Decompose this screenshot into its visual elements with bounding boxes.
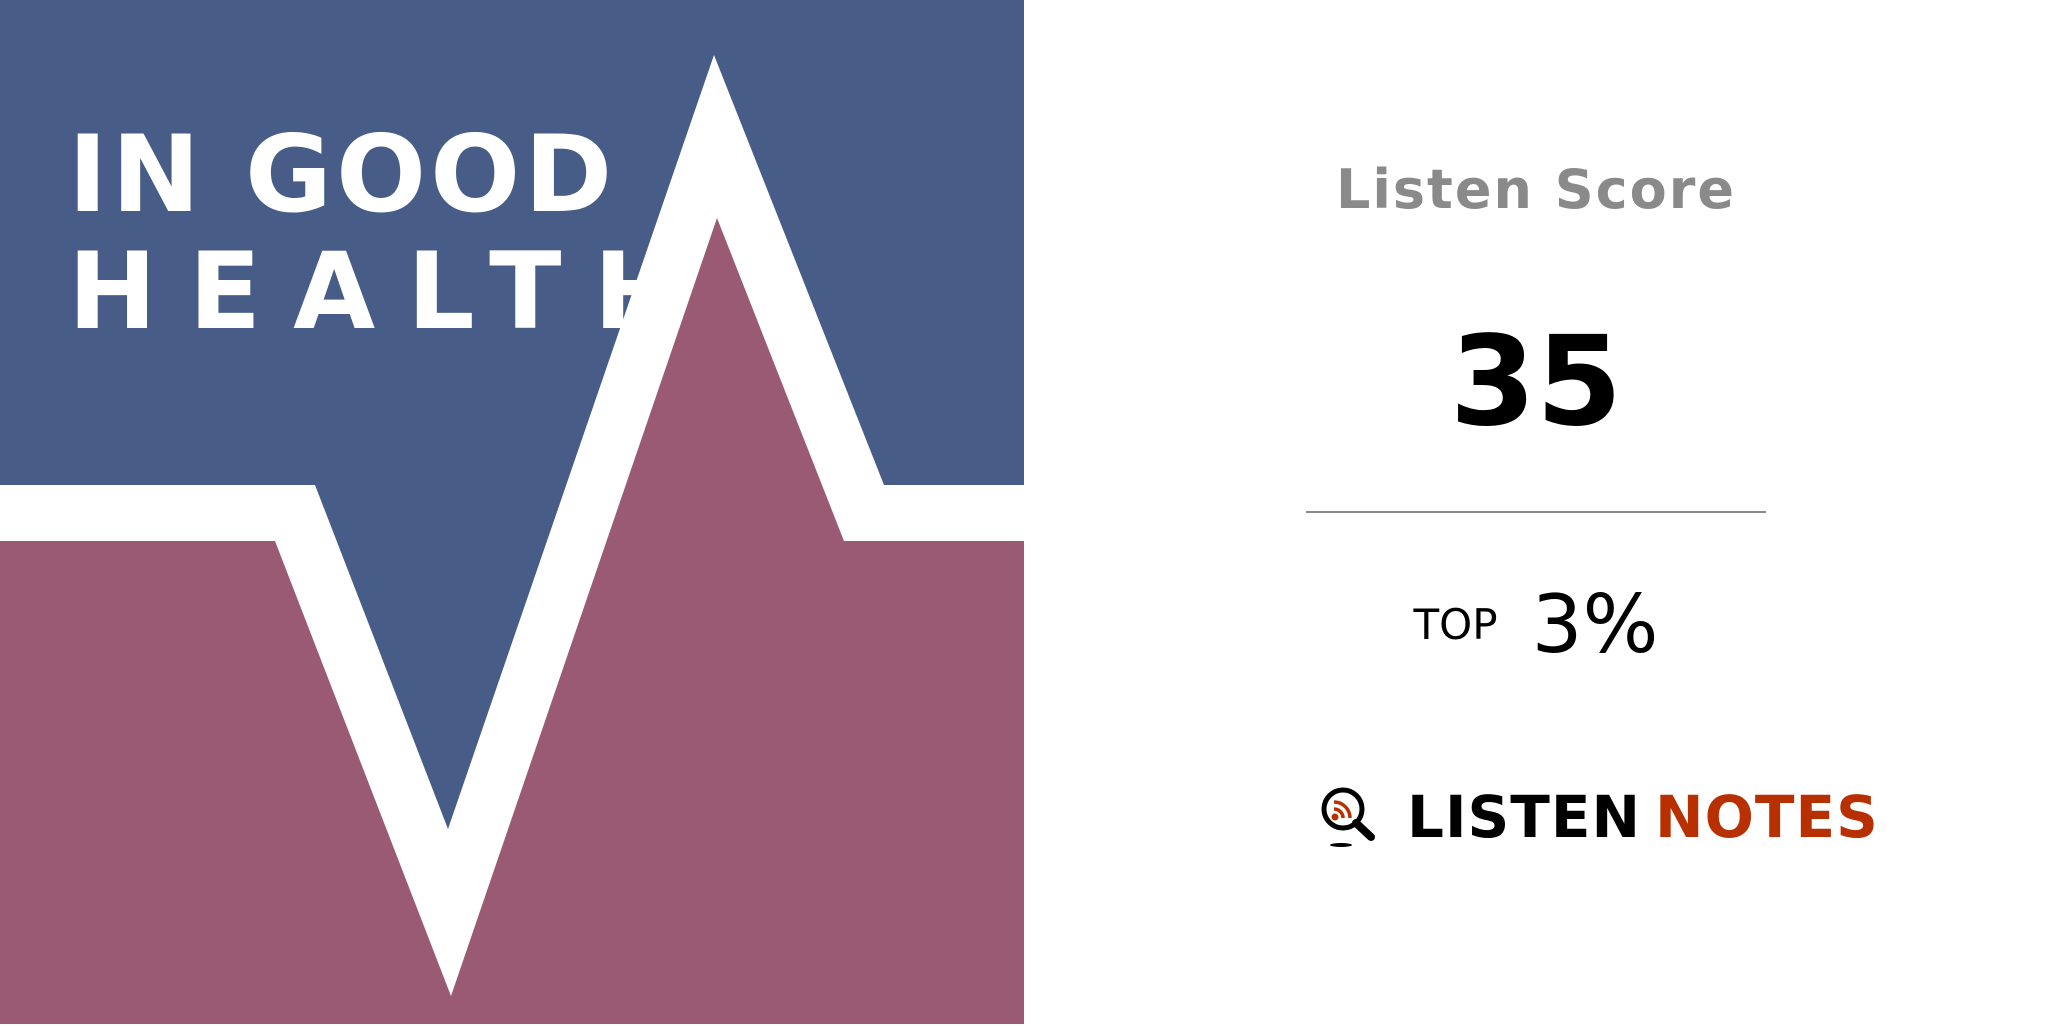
cover-title-line1: IN GOOD: [68, 113, 617, 236]
heartbeat-graphic: [0, 0, 1024, 1024]
divider: [1306, 511, 1766, 513]
brand-name-part2: NOTES: [1655, 783, 1879, 851]
cover-title-line2: HEALTH: [68, 230, 715, 353]
score-value: 35: [1449, 310, 1623, 454]
cover-bottom-region: [0, 218, 1024, 1024]
brand-name-part1: LISTEN: [1407, 783, 1642, 851]
listen-score-card: Listen Score 35 TOP 3% LISTEN NOTES: [1024, 0, 2048, 1024]
brand-name: LISTEN NOTES: [1407, 783, 1879, 851]
rank-prefix: TOP: [1413, 600, 1498, 649]
score-label: Listen Score: [1336, 158, 1736, 221]
magnifier-rss-icon: [1321, 787, 1375, 847]
rank: TOP 3%: [1024, 578, 2048, 671]
rank-value: 3%: [1531, 578, 1659, 671]
listen-notes-logo: LISTEN NOTES: [1319, 783, 1879, 851]
cover-top-region: [0, 0, 1024, 829]
podcast-cover-art: IN GOOD HEALTH: [0, 0, 1024, 1024]
